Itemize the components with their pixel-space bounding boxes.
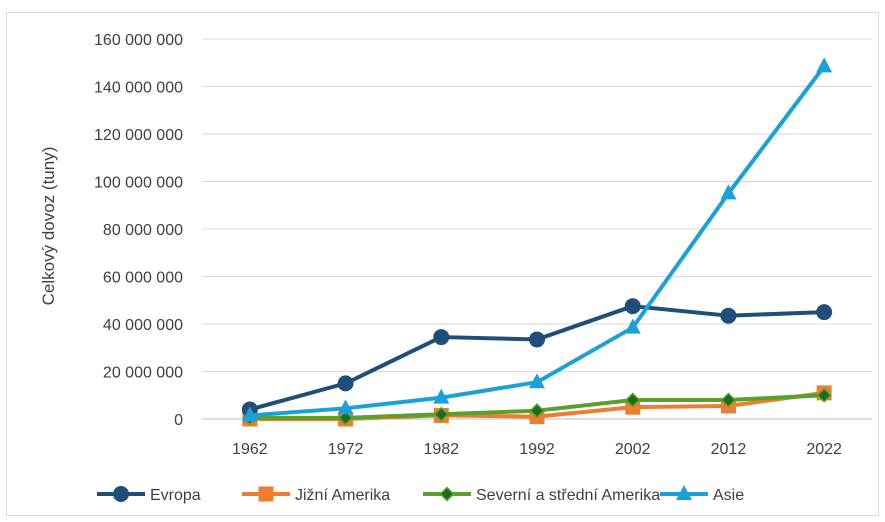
x-tick-label: 1972 [328,441,364,458]
legend-label: Evropa [150,487,201,504]
y-tick-labels: 0 20 000 000 40 000 000 60 000 000 80 000 00… [94,32,183,429]
data-point [624,318,641,334]
data-point [529,373,545,389]
y-tick-label: 60 000 000 [103,270,183,287]
x-tick-label: 2012 [711,441,747,458]
data-point [337,375,354,392]
y-tick-label: 80 000 000 [103,222,183,239]
data-point [625,392,641,408]
chart-frame: 0 20 000 000 40 000 000 60 000 000 80 000 00… [6,12,879,516]
data-point [338,410,354,426]
data-point [816,387,832,403]
legend-label: Jižní Amerika [295,487,390,504]
x-tick-label: 1982 [423,441,459,458]
data-point [816,304,833,321]
data-point [529,403,545,419]
x-tick-label: 1992 [519,441,555,458]
legend-item: Severní a střední Amerika [423,486,660,504]
line-chart: 0 20 000 000 40 000 000 60 000 000 80 000 00… [39,32,872,504]
data-point [816,57,833,73]
data-point [241,406,258,422]
legend-label: Asie [713,487,744,504]
data-point [433,406,449,422]
y-tick-label: 160 000 000 [94,32,183,49]
y-tick-label: 100 000 000 [94,175,183,192]
series-4 [241,57,833,422]
y-tick-label: 0 [174,412,183,429]
data-point [624,298,641,315]
series-1 [241,298,833,418]
legend-marker [258,486,274,502]
data-point [720,307,737,324]
data-point [433,388,450,404]
x-tick-label: 2002 [615,441,651,458]
data-point [720,184,737,200]
gridlines [202,38,872,420]
y-tick-label: 140 000 000 [94,80,183,97]
series-group [241,57,833,427]
data-point [337,399,354,415]
x-tick-label: 2022 [806,441,842,458]
y-tick-label: 20 000 000 [103,365,183,382]
y-axis-label: Celkový dovoz (tuny) [39,147,58,306]
legend-marker [439,486,455,502]
legend-label: Severní a střední Amerika [476,487,660,504]
legend-marker [676,485,692,500]
legend-item: Asie [660,485,744,504]
data-point [433,329,450,346]
legend-marker [113,486,129,502]
legend: Evropa Jižní Amerika Severní a střední Ame… [97,485,744,504]
y-tick-label: 120 000 000 [94,127,183,144]
series-line [249,65,826,418]
legend-item: Evropa [97,486,201,504]
x-tick-labels: 1962 1972 1982 1992 2002 2012 2022 [232,441,842,458]
data-point [720,392,736,408]
legend-item: Jižní Amerika [242,486,390,504]
x-tick-label: 1962 [232,441,268,458]
series-line [249,304,825,412]
data-point [529,331,545,348]
y-tick-label: 40 000 000 [103,317,183,334]
